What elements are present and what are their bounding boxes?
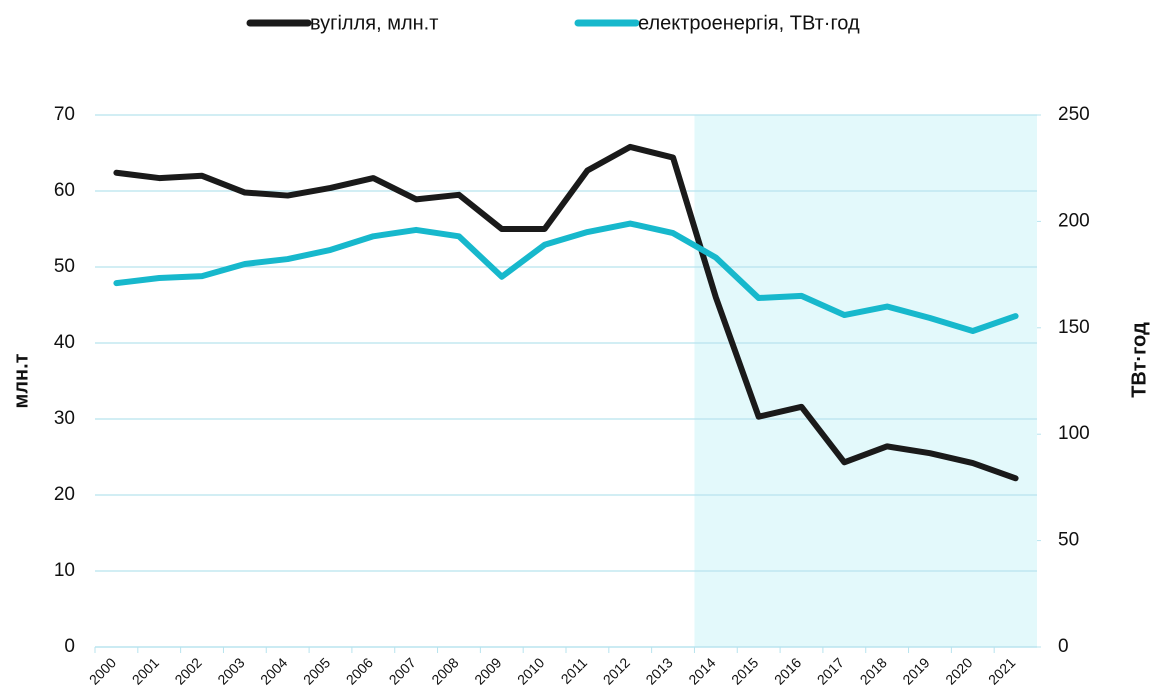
x-tick-label: 2001 [129, 654, 162, 687]
x-tick-label: 2003 [214, 654, 247, 687]
x-tick-label: 2005 [300, 654, 333, 687]
x-tick-label: 2002 [171, 654, 204, 687]
y2-tick-label: 100 [1058, 423, 1090, 444]
y2-tick-label: 0 [1058, 636, 1069, 657]
x-tick-label: 2004 [257, 654, 290, 687]
y-tick-label: 10 [54, 560, 75, 581]
legend-label: електроенергія, ТВт·год [638, 12, 860, 34]
x-tick-label: 2014 [685, 654, 718, 687]
y-tick-label: 0 [64, 636, 75, 657]
y-tick-label: 70 [54, 104, 75, 125]
y-tick-label: 50 [54, 256, 75, 277]
x-tick-label: 2021 [985, 654, 1018, 687]
x-tick-label: 2010 [514, 654, 547, 687]
x-tick-label: 2015 [728, 654, 761, 687]
x-tick-label: 2019 [899, 654, 932, 687]
y2-tick-label: 200 [1058, 210, 1090, 231]
line-series [113, 220, 1019, 334]
highlight-region [694, 115, 1037, 647]
x-tick-label: 2008 [428, 654, 461, 687]
y2-axis-label: ТВт·год [1128, 322, 1150, 398]
legend-label: вугілля, млн.т [310, 12, 438, 34]
y2-tick-label: 250 [1058, 104, 1090, 125]
x-tick-label: 2011 [558, 654, 591, 687]
x-tick-label: 2000 [86, 654, 119, 687]
y2-tick-label: 150 [1058, 317, 1090, 338]
x-tick-label: 2012 [600, 654, 633, 687]
x-tick-label: 2017 [814, 654, 847, 687]
x-tick-label: 2009 [471, 654, 504, 687]
y-tick-label: 30 [54, 408, 75, 429]
x-tick-label: 2013 [642, 654, 675, 687]
y-axis-label: млн.т [10, 353, 32, 408]
y-tick-label: 20 [54, 484, 75, 505]
x-tick-label: 2006 [343, 654, 376, 687]
x-tick-label: 2016 [771, 654, 804, 687]
line-series [113, 143, 1019, 482]
y-tick-label: 40 [54, 332, 75, 353]
y-tick-label: 60 [54, 180, 75, 201]
x-tick-label: 2018 [857, 654, 890, 687]
y2-tick-label: 50 [1058, 530, 1079, 551]
x-tick-label: 2007 [386, 654, 419, 687]
x-tick-label: 2020 [942, 654, 975, 687]
